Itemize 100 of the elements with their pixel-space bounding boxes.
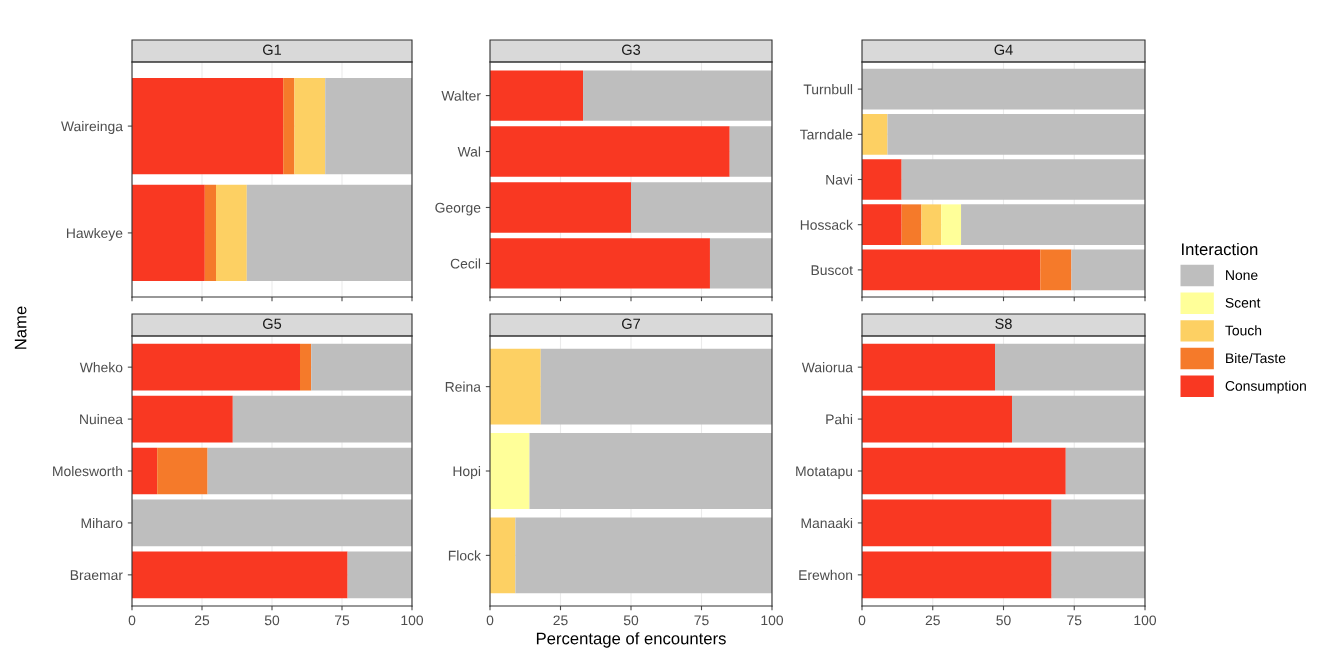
bar bbox=[132, 343, 300, 391]
bar bbox=[216, 184, 247, 281]
bar bbox=[1040, 249, 1072, 291]
bar bbox=[490, 126, 730, 177]
x-tick-label: 50 bbox=[264, 615, 280, 626]
y-tick-label: Walter bbox=[441, 90, 481, 101]
bar bbox=[887, 113, 1145, 155]
bar bbox=[300, 343, 312, 391]
x-tick-label: 75 bbox=[1067, 615, 1082, 626]
bar bbox=[132, 78, 284, 175]
y-tick-label: Hossack bbox=[800, 219, 853, 230]
y-tick-label: Molesworth bbox=[53, 465, 123, 477]
bar bbox=[490, 433, 530, 509]
bar bbox=[862, 447, 1066, 495]
x-tick-label: 0 bbox=[486, 615, 494, 626]
legend-label: Consumption bbox=[1225, 380, 1306, 394]
x-tick-label: 100 bbox=[401, 615, 424, 626]
y-tick-label: Motatapu bbox=[796, 466, 853, 479]
bar bbox=[311, 343, 412, 391]
bar bbox=[490, 348, 541, 425]
x-tick-label: 75 bbox=[694, 615, 709, 626]
bar bbox=[1071, 249, 1145, 291]
y-tick-label: Buscot bbox=[811, 265, 853, 276]
y-tick-label: Wal bbox=[457, 146, 481, 157]
bar bbox=[862, 499, 1052, 547]
chart-title: G3 bbox=[622, 44, 641, 55]
bar bbox=[490, 182, 631, 233]
bar bbox=[961, 204, 1145, 246]
y-tick-label: Cecil bbox=[450, 258, 481, 269]
bar bbox=[631, 182, 772, 233]
x-tick-label: 50 bbox=[623, 615, 639, 626]
y-tick-label: Braemar bbox=[70, 570, 123, 581]
y-tick-label: Manaaki bbox=[801, 517, 853, 529]
y-tick-label: Erewhon bbox=[799, 569, 853, 581]
bar bbox=[157, 447, 208, 495]
bar bbox=[529, 433, 772, 509]
chart-title: G4 bbox=[994, 44, 1013, 55]
y-tick-label: Waireinga bbox=[61, 121, 123, 135]
x-axis-title: Percentage of encounters bbox=[536, 632, 726, 648]
bar bbox=[729, 126, 772, 177]
bar bbox=[862, 249, 1041, 291]
chart-title: S8 bbox=[995, 318, 1012, 329]
bar bbox=[862, 204, 902, 246]
x-tick-label: 75 bbox=[334, 615, 350, 626]
y-tick-label: Reina bbox=[445, 381, 481, 392]
bar bbox=[283, 78, 295, 175]
bar bbox=[347, 551, 412, 599]
bar bbox=[540, 348, 772, 425]
bar bbox=[995, 343, 1145, 391]
bar bbox=[246, 184, 412, 281]
bar bbox=[921, 204, 942, 246]
bar bbox=[132, 184, 205, 281]
y-tick-label: Wheko bbox=[79, 362, 123, 373]
bar bbox=[132, 551, 348, 599]
bar bbox=[132, 499, 412, 547]
x-tick-label: 0 bbox=[128, 615, 136, 626]
bar bbox=[941, 204, 962, 246]
bar bbox=[1051, 551, 1145, 599]
chart-title: G7 bbox=[622, 318, 640, 329]
bar bbox=[862, 343, 996, 391]
bar bbox=[862, 113, 888, 155]
y-tick-label: Hopi bbox=[453, 465, 481, 479]
bar bbox=[862, 551, 1052, 599]
y-tick-label: Nuinea bbox=[80, 414, 123, 425]
bar bbox=[1051, 499, 1145, 547]
y-tick-label: George bbox=[435, 202, 481, 216]
y-tick-label: Miharo bbox=[81, 517, 123, 529]
legend-label: Scent bbox=[1225, 297, 1261, 308]
chart-title: G1 bbox=[263, 44, 282, 55]
bar bbox=[862, 395, 1012, 443]
bar bbox=[901, 204, 922, 246]
bar bbox=[862, 68, 1145, 110]
chart-title: G5 bbox=[263, 318, 282, 329]
bar bbox=[204, 184, 216, 281]
bar bbox=[1011, 395, 1145, 443]
x-tick-label: 100 bbox=[1134, 615, 1157, 626]
bar bbox=[583, 70, 772, 121]
y-tick-label: Hawkeye bbox=[66, 227, 123, 241]
x-tick-label: 25 bbox=[194, 615, 210, 626]
bar bbox=[709, 238, 772, 289]
bar bbox=[207, 447, 412, 495]
bar bbox=[132, 447, 158, 495]
bar bbox=[325, 78, 412, 175]
y-tick-label: Pahi bbox=[826, 414, 853, 425]
legend-label: None bbox=[1226, 270, 1258, 281]
legend-title: Interaction bbox=[1182, 242, 1258, 256]
bar bbox=[1065, 447, 1145, 495]
legend-label: Touch bbox=[1225, 325, 1262, 336]
bar bbox=[490, 238, 710, 289]
bar bbox=[901, 159, 1145, 200]
bar bbox=[490, 70, 584, 121]
bar bbox=[862, 159, 902, 200]
x-tick-label: 50 bbox=[996, 615, 1011, 626]
y-tick-label: Turnbull bbox=[803, 84, 853, 95]
y-tick-label: Waiorua bbox=[801, 362, 853, 373]
bar bbox=[132, 395, 233, 443]
legend-label: Bite/Taste bbox=[1226, 352, 1286, 364]
bar bbox=[490, 517, 516, 594]
y-tick-label: Tarndale bbox=[800, 129, 853, 140]
x-tick-label: 100 bbox=[761, 615, 784, 626]
